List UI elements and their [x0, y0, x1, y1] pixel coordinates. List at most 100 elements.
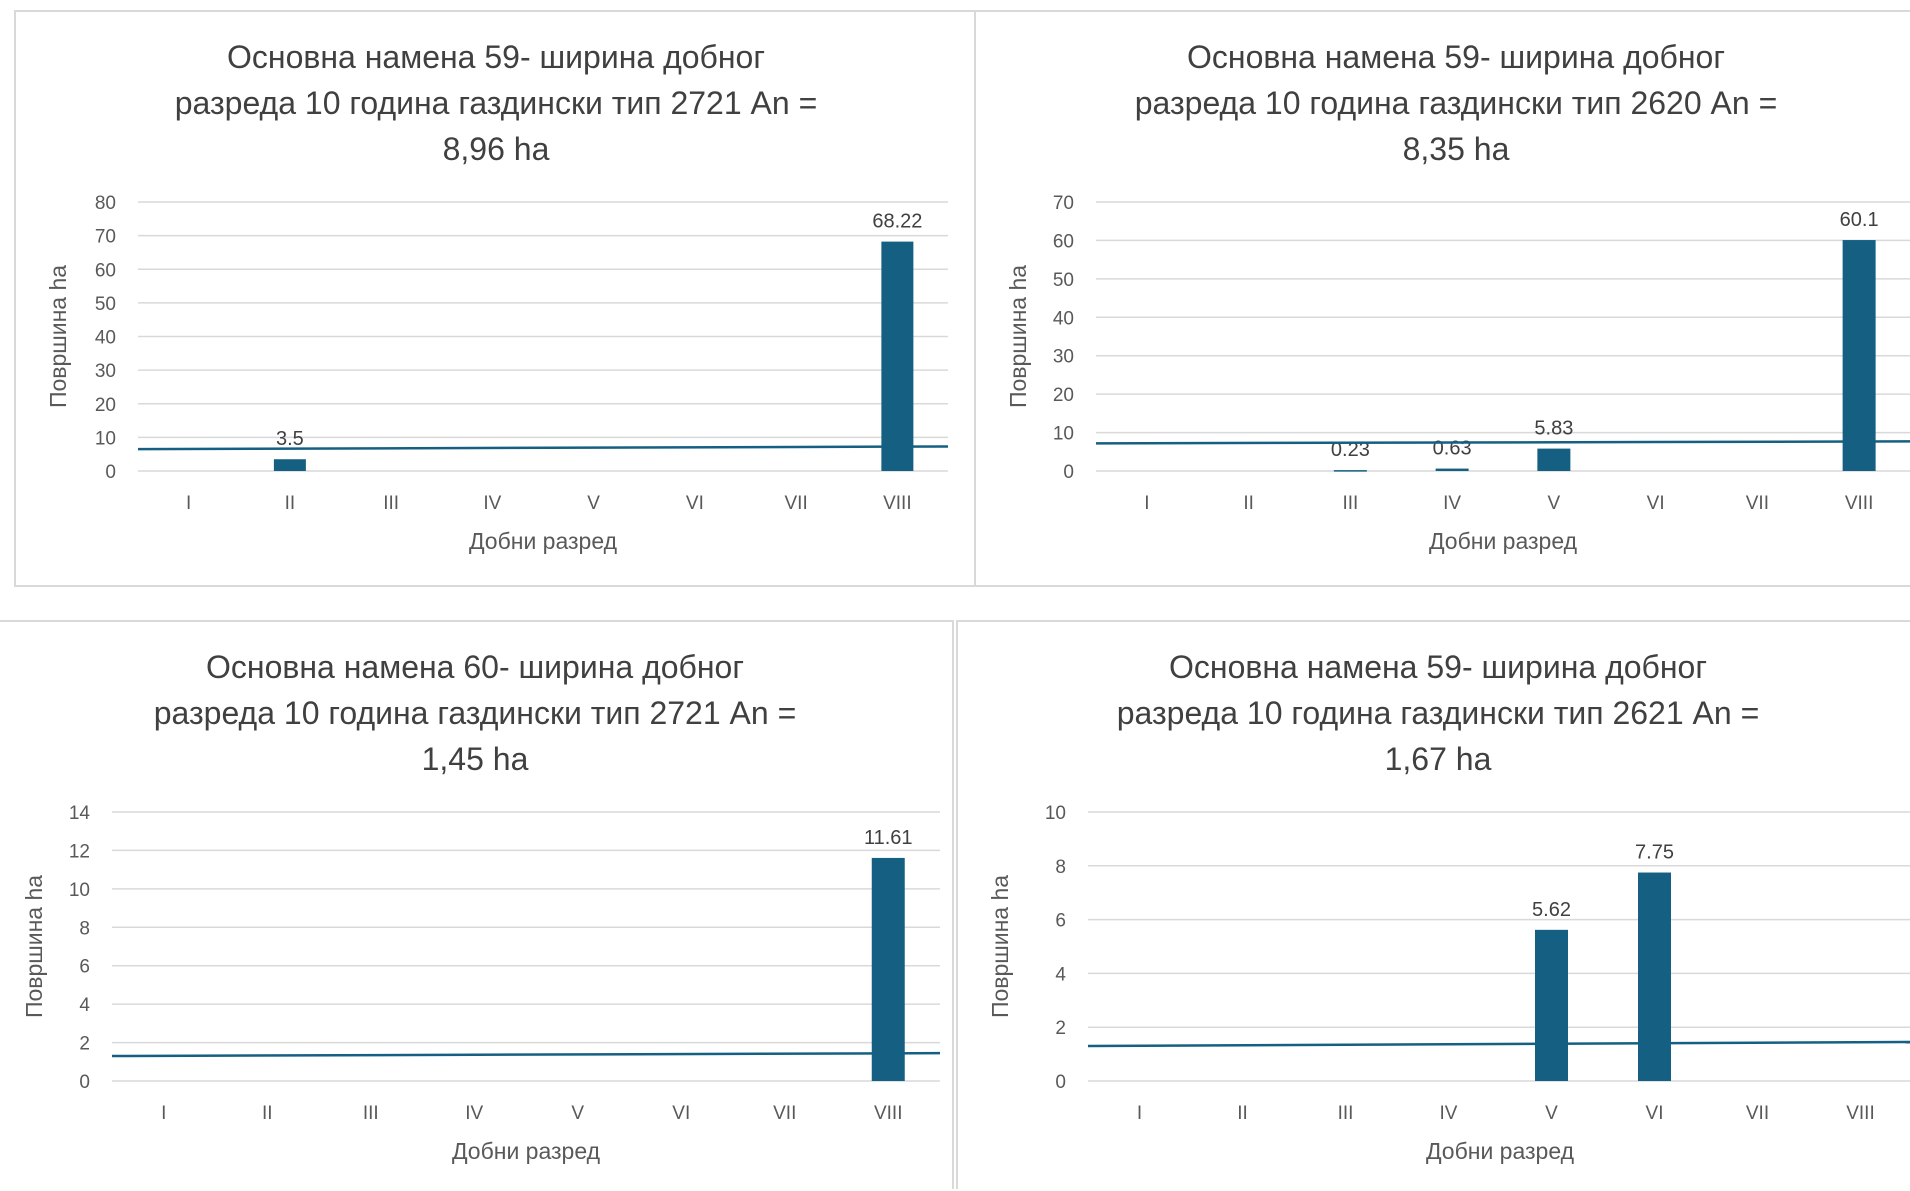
x-tick-label: I — [161, 1103, 166, 1124]
x-tick-label: VII — [1746, 1103, 1769, 1124]
data-label: 60.1 — [1840, 209, 1879, 231]
x-tick-label: II — [285, 493, 296, 514]
y-tick-label: 70 — [1053, 193, 1074, 214]
y-tick-label: 2 — [1055, 1018, 1066, 1039]
x-axis-title: Добни разред — [1429, 528, 1578, 554]
y-tick-label: 2 — [79, 1034, 90, 1055]
bar-VIII — [1842, 240, 1876, 471]
y-axis-title: Површина ha — [987, 875, 1013, 1018]
data-label: 11.61 — [864, 827, 913, 849]
y-tick-label: 40 — [95, 328, 116, 349]
y-tick-label: 60 — [95, 260, 116, 281]
chart-panel-4: Основна намена 59- ширина добног разреда … — [956, 620, 1910, 1189]
bar-II — [273, 459, 306, 471]
y-tick-label: 10 — [1045, 803, 1066, 824]
y-tick-label: 20 — [95, 395, 116, 416]
bar-VI — [1638, 872, 1671, 1081]
chart-title-line: Основна намена 59- ширина добног — [1187, 39, 1725, 75]
x-tick-label: VII — [773, 1103, 796, 1124]
y-tick-label: 8 — [1055, 857, 1066, 878]
x-tick-label: III — [363, 1103, 379, 1124]
y-tick-label: 20 — [1053, 385, 1074, 406]
data-label: 3.5 — [276, 428, 304, 450]
y-tick-label: 50 — [1053, 270, 1074, 291]
x-tick-label: II — [262, 1103, 273, 1124]
bar-V — [1537, 448, 1571, 471]
y-tick-label: 14 — [69, 803, 91, 824]
chart-title-line: 1,67 ha — [1385, 741, 1492, 777]
chart-title-line: 8,35 ha — [1403, 131, 1510, 167]
x-tick-label: VII — [1746, 493, 1769, 514]
x-axis-title: Добни разред — [469, 528, 618, 554]
chart-title-line: 8,96 ha — [443, 131, 550, 167]
bar-V — [1535, 929, 1568, 1081]
x-tick-label: VI — [1646, 1103, 1664, 1124]
bar-VIII — [881, 241, 914, 471]
y-tick-label: 10 — [69, 880, 90, 901]
trendline — [1087, 1040, 1910, 1048]
data-label: 0.63 — [1433, 438, 1472, 460]
y-tick-label: 12 — [69, 841, 90, 862]
x-tick-label: I — [186, 493, 191, 514]
y-tick-label: 10 — [1053, 424, 1074, 445]
bar-IV — [1435, 468, 1469, 471]
trendline — [1095, 440, 1910, 445]
y-tick-label: 60 — [1053, 231, 1074, 252]
x-tick-label: IV — [1440, 1103, 1458, 1124]
x-tick-label: V — [1548, 493, 1561, 514]
y-tick-label: 0 — [1063, 462, 1074, 483]
chart-title-line: Основна намена 60- ширина добног — [206, 649, 744, 685]
y-tick-label: 8 — [79, 918, 90, 939]
x-tick-label: V — [1545, 1103, 1558, 1124]
x-tick-label: V — [587, 493, 600, 514]
x-tick-label: VII — [785, 493, 808, 514]
x-tick-label: IV — [465, 1103, 483, 1124]
chart-title-line: Основна намена 59- ширина добног — [1169, 649, 1707, 685]
y-tick-label: 4 — [1055, 964, 1066, 985]
chart-title-line: разреда 10 година газдински тип 2721 An … — [154, 695, 797, 731]
x-tick-label: IV — [483, 493, 501, 514]
bar-VIII — [871, 857, 905, 1081]
chart-panel-1: Основна намена 59- ширина добног разреда … — [14, 10, 976, 587]
x-tick-label: VIII — [874, 1103, 903, 1124]
y-axis-title: Површина ha — [1005, 265, 1031, 408]
chart-title-line: 1,45 ha — [422, 741, 529, 777]
y-tick-label: 80 — [95, 193, 116, 214]
y-tick-label: 70 — [95, 227, 116, 248]
x-tick-label: III — [383, 493, 399, 514]
chart-title-line: разреда 10 година газдински тип 2621 An … — [1117, 695, 1760, 731]
chart-title-line: разреда 10 година газдински тип 2620 An … — [1135, 85, 1778, 121]
x-tick-label: V — [571, 1103, 584, 1124]
x-axis-title: Добни разред — [452, 1138, 601, 1164]
chart-svg-1: Основна намена 59- ширина добног разреда … — [45, 39, 949, 554]
chart-title-line: разреда 10 година газдински тип 2721 An … — [175, 85, 818, 121]
y-tick-label: 40 — [1053, 308, 1074, 329]
x-tick-label: IV — [1443, 493, 1461, 514]
chart-svg-2: Основна намена 59- ширина добног разреда … — [1005, 39, 1910, 554]
y-tick-label: 0 — [1055, 1072, 1066, 1093]
x-tick-label: VI — [672, 1103, 690, 1124]
y-tick-label: 0 — [79, 1072, 90, 1093]
y-axis-title: Површина ha — [21, 875, 47, 1018]
data-label: 5.83 — [1534, 418, 1573, 440]
x-tick-label: I — [1137, 1103, 1142, 1124]
x-tick-label: II — [1237, 1103, 1248, 1124]
x-tick-label: VIII — [1845, 493, 1874, 514]
chart-panel-3: Основна намена 60- ширина добног разреда … — [0, 620, 954, 1189]
y-tick-label: 10 — [95, 428, 116, 449]
y-tick-label: 50 — [95, 294, 116, 315]
data-label: 7.75 — [1635, 842, 1674, 864]
chart-svg-4: Основна намена 59- ширина добног разреда … — [987, 649, 1910, 1164]
trendline — [137, 445, 949, 451]
x-tick-label: III — [1342, 493, 1358, 514]
data-label: 5.62 — [1532, 899, 1571, 921]
x-tick-label: II — [1243, 493, 1254, 514]
y-axis-title: Површина ha — [45, 265, 71, 408]
y-tick-label: 0 — [105, 462, 116, 483]
y-tick-label: 30 — [95, 361, 116, 382]
data-label: 68.22 — [872, 211, 922, 233]
x-tick-label: VI — [686, 493, 704, 514]
chart-title-line: Основна намена 59- ширина добног — [227, 39, 765, 75]
y-tick-label: 4 — [79, 995, 90, 1016]
y-tick-label: 6 — [79, 957, 90, 978]
